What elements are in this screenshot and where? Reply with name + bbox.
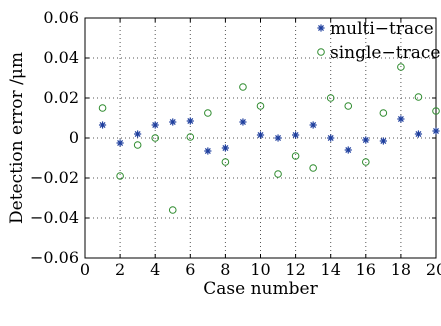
data-point-single-trace xyxy=(151,134,159,142)
data-point-single-trace xyxy=(414,93,423,101)
legend-entry-single-trace: single−trace xyxy=(317,43,440,63)
legend-entry-multi-trace: multi−trace xyxy=(317,19,434,39)
x-tick-label: 18 xyxy=(391,260,411,279)
data-point-single-trace xyxy=(98,104,107,112)
y-tick-label: 0.04 xyxy=(43,48,79,67)
data-point-single-trace xyxy=(379,109,388,117)
x-tick-label: 0 xyxy=(80,260,90,279)
data-point-multi-trace xyxy=(256,131,265,139)
y-tick-label: −0.02 xyxy=(30,168,79,187)
x-tick-label: 4 xyxy=(150,260,160,279)
axis-ticks: 0 2 4 6 8 10 12 14 16 18 20 −0.06 −0.04 −0.02 0 0.02 0.0… xyxy=(30,8,441,279)
data-point-single-trace xyxy=(221,158,230,166)
y-axis-title: Detection error /μm xyxy=(7,52,27,224)
data-point-single-trace xyxy=(326,94,335,102)
data-point-single-trace xyxy=(133,141,142,149)
y-tick-label: −0.04 xyxy=(30,208,79,227)
x-tick-label: 20 xyxy=(426,260,441,279)
data-point-single-trace xyxy=(432,107,440,115)
x-tick-label: 16 xyxy=(356,260,376,279)
data-point-multi-trace xyxy=(327,134,335,142)
y-tick-label: 0 xyxy=(69,128,79,147)
y-tick-label: 0.06 xyxy=(43,8,79,27)
x-tick-label: 6 xyxy=(185,260,195,279)
legend-label-single-trace: single−trace xyxy=(330,43,440,63)
data-point-single-trace xyxy=(309,164,317,172)
x-tick-label: 2 xyxy=(115,260,125,279)
x-tick-label: 12 xyxy=(285,260,305,279)
y-tick-label: 0.02 xyxy=(43,88,79,107)
data-point-multi-trace xyxy=(134,130,142,138)
data-point-multi-trace xyxy=(221,144,229,152)
x-tick-label: 8 xyxy=(220,260,230,279)
data-point-multi-trace xyxy=(397,115,405,123)
data-point-single-trace xyxy=(397,63,405,71)
legend-marker-asterisk xyxy=(317,24,325,32)
data-point-single-trace xyxy=(116,172,124,180)
x-tick-label: 10 xyxy=(250,260,270,279)
x-axis-title: Case number xyxy=(203,279,318,299)
data-point-multi-trace xyxy=(344,146,352,154)
legend-circle-mark xyxy=(317,48,325,56)
data-point-multi-trace xyxy=(186,117,194,125)
data-point-multi-trace xyxy=(379,137,387,145)
data-point-multi-trace xyxy=(274,134,282,142)
data-point-single-trace xyxy=(168,206,177,214)
data-point-multi-trace xyxy=(116,139,124,147)
data-point-single-trace xyxy=(274,170,282,178)
y-tick-label: −0.06 xyxy=(30,248,79,267)
data-point-multi-trace xyxy=(414,130,423,138)
data-point-single-trace xyxy=(204,109,212,117)
legend: multi−trace single−trace xyxy=(317,19,440,63)
data-point-multi-trace xyxy=(169,118,177,126)
legend-marker-circle xyxy=(317,48,325,56)
x-tick-label: 14 xyxy=(321,260,341,279)
legend-asterisk-mark xyxy=(317,24,325,32)
data-point-single-trace xyxy=(186,133,195,141)
data-point-single-trace xyxy=(291,152,300,160)
data-point-multi-trace xyxy=(204,147,212,155)
data-point-multi-trace xyxy=(292,131,300,139)
data-point-multi-trace xyxy=(151,121,159,129)
data-point-single-trace xyxy=(362,158,370,166)
data-point-single-trace xyxy=(239,83,247,91)
data-point-multi-trace xyxy=(98,121,107,129)
legend-label-multi-trace: multi−trace xyxy=(330,19,434,39)
data-point-multi-trace xyxy=(432,127,440,135)
data-point-single-trace xyxy=(344,102,353,110)
data-point-multi-trace xyxy=(309,121,317,129)
data-point-single-trace xyxy=(256,102,265,110)
data-point-multi-trace xyxy=(362,136,370,144)
data-point-multi-trace xyxy=(239,118,247,126)
data-points xyxy=(98,63,440,214)
